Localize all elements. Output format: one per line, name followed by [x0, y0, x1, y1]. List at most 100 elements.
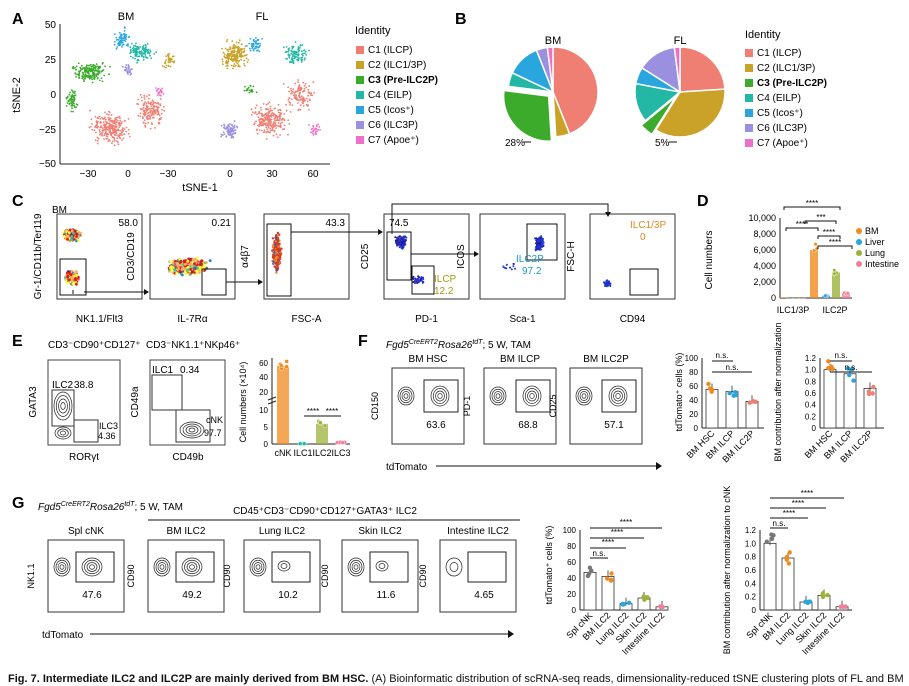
tsne-point — [246, 61, 249, 64]
tsne-point — [262, 123, 265, 125]
flow-event — [608, 280, 611, 283]
d-point — [832, 268, 837, 273]
tsne-point — [304, 99, 306, 102]
tsne-point — [105, 118, 107, 121]
tsne-point — [302, 105, 305, 107]
tsne-point — [302, 101, 304, 103]
tsne-point — [109, 65, 111, 68]
flow-event — [170, 269, 174, 273]
tsne-point — [129, 73, 132, 76]
tsne-point — [291, 90, 294, 93]
tsne-point — [303, 49, 305, 52]
tsne-point — [149, 102, 152, 105]
tsne-point — [127, 43, 129, 46]
bar-point — [626, 600, 632, 605]
tsne-point — [266, 128, 268, 131]
bar-ytick: 0.2 — [745, 593, 757, 602]
tsne-point — [269, 107, 272, 110]
legend-dot — [856, 239, 862, 245]
gate — [369, 551, 409, 583]
flow-event — [396, 244, 399, 247]
tsne-point — [123, 128, 126, 131]
legend-swatch — [356, 61, 364, 69]
tsne-point — [234, 129, 237, 132]
flow-event — [402, 237, 404, 240]
tsne-point — [121, 139, 123, 141]
contour — [430, 385, 450, 407]
tsne-point — [91, 78, 93, 81]
legend-swatch — [745, 79, 753, 87]
tsne-point — [129, 52, 132, 55]
tsne-point — [261, 114, 264, 117]
flow-event — [276, 240, 280, 243]
flow-event — [62, 235, 66, 238]
flow-event — [272, 244, 275, 247]
tsne-point — [268, 122, 270, 125]
tsne-point — [84, 77, 87, 80]
tsne-point — [141, 48, 144, 50]
tsne-point — [146, 52, 149, 54]
tsne-bm-title: BM — [118, 11, 135, 23]
tsne-point — [127, 118, 130, 120]
tsne-point — [305, 50, 307, 53]
tsne-point — [145, 104, 148, 107]
flow-event — [205, 261, 208, 264]
tsne-point — [98, 71, 100, 74]
tsne-point — [146, 117, 148, 120]
tsne-point — [273, 130, 276, 133]
tsne-point — [73, 98, 76, 101]
tsne-point — [227, 133, 230, 136]
tsne-point — [279, 124, 282, 126]
bar-ytick: 0.6 — [805, 389, 817, 398]
tsne-point — [256, 49, 258, 52]
flow-event — [169, 260, 173, 263]
flow-event — [396, 239, 399, 242]
tsne-point — [281, 117, 284, 120]
f-plot-ylabel: PD-1 — [462, 396, 472, 417]
tsne-point — [235, 125, 238, 128]
tsne-point — [123, 36, 126, 39]
tsne-point — [295, 94, 297, 97]
tsne-point — [115, 121, 118, 124]
contour — [575, 386, 593, 406]
tsne-point — [233, 124, 236, 127]
tsne-point — [283, 113, 286, 115]
bar-ytick: 1.0 — [805, 366, 817, 375]
legend-label: C1 (ILCP) — [757, 48, 801, 59]
tsne-point — [142, 121, 145, 124]
tsne-point — [167, 61, 170, 64]
tsne-point — [274, 120, 276, 122]
tsne-point — [144, 101, 147, 104]
legend-dot — [856, 250, 862, 256]
tsne-point — [108, 117, 111, 120]
tsne-point — [315, 132, 317, 135]
pie-bm-pct: 28% — [505, 138, 525, 149]
flow-event — [276, 258, 280, 262]
tsne-point — [250, 90, 253, 93]
tsne-point — [68, 100, 71, 102]
tsne-point — [245, 57, 248, 60]
tsne-point — [147, 108, 150, 110]
contour — [432, 388, 448, 404]
tsne-point — [305, 54, 308, 56]
tsne-point — [113, 138, 116, 141]
tsne-point — [71, 95, 74, 98]
tsne-point — [149, 50, 152, 53]
tsne-point — [308, 98, 311, 101]
flow-event — [275, 234, 278, 237]
tsne-point — [83, 80, 86, 83]
tsne-point — [90, 67, 93, 70]
contour — [378, 563, 386, 569]
tsne-point — [101, 63, 104, 65]
tsne-point — [265, 103, 268, 106]
tsne-point — [118, 126, 121, 129]
tsne-point — [259, 112, 261, 115]
tsne-point — [248, 42, 251, 45]
tsne-point — [169, 65, 172, 68]
e-bar-ytick: 40 — [259, 373, 268, 382]
contour — [157, 562, 167, 572]
tsne-point — [238, 39, 241, 42]
tsne-point — [235, 61, 238, 63]
g-flow-plot: Spl cNK NK1.1 47.6 — [26, 526, 125, 613]
tsne-point — [147, 102, 150, 105]
